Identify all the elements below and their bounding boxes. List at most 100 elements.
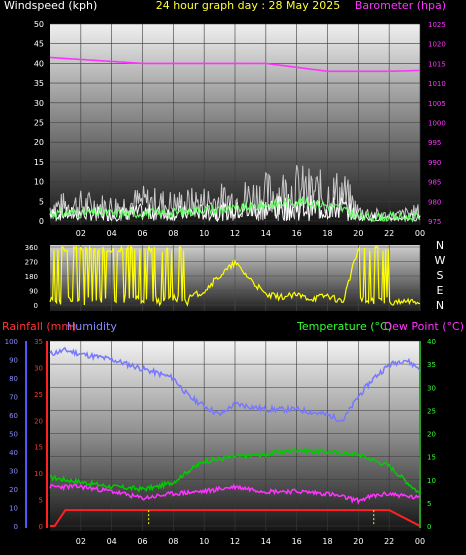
temperature-tick-label: 15 [427,454,436,462]
temperature-tick-label: 40 [427,338,436,346]
barometer-tick-label: 1010 [428,80,446,88]
temperature-axis-label: Temperature (°C) [296,320,392,333]
wind-average-line [49,197,421,223]
humidity-line [49,346,421,423]
chart-title: 24 hour graph day : 28 May 2025 [156,0,341,12]
humidity-tick-label: 20 [9,486,18,494]
rainfall-line [50,509,421,527]
humidity-tick-label: 0 [14,523,18,531]
compass-label: N [436,299,444,312]
compass-label: E [437,284,444,297]
hour-tick-label: 02 [76,537,86,546]
hour-tick-label: 08 [168,229,178,238]
barometer-tick-label: 1020 [428,41,446,49]
windspeed-tick-label: 50 [34,20,44,29]
dewpoint-line [49,483,421,505]
rainfall-tick-label: 15 [34,444,43,452]
humidity-tick-label: 60 [9,412,18,420]
compass-label: S [437,269,444,282]
windspeed-tick-label: 35 [34,79,44,88]
hour-tick-label: 22 [384,537,394,546]
temperature-tick-labels: 0 5 10 15 20 25 30 35 40 [427,338,436,531]
direction-tick-label: 0 [34,302,38,310]
windspeed-tick-labels: 0 5 10 15 20 25 30 35 40 45 50 [34,20,44,226]
barometer-tick-label: 1015 [428,60,446,68]
hour-tick-label: 02 [76,229,86,238]
temperature-tick-label: 0 [427,523,431,531]
hour-tick-label: 14 [261,229,271,238]
barometer-tick-label: 980 [428,198,441,206]
humidity-tick-label: 100 [5,338,18,346]
compass-label: W [435,254,446,267]
humidity-tick-label: 10 [9,505,18,513]
humidity-tick-labels: 0 10 20 30 40 50 60 70 80 90 100 [5,338,18,531]
hour-tick-label: 06 [137,537,147,546]
hour-tick-label: 22 [384,229,394,238]
windspeed-tick-label: 5 [39,197,44,206]
barometer-tick-labels: 975 980 985 990 995 1000 1005 1010 1015 1020 1025 [428,21,446,226]
temperature-tick-label: 25 [427,407,436,415]
rainfall-tick-labels: 0 5 10 15 20 25 30 35 [34,338,43,531]
barometer-tick-label: 1000 [428,120,446,128]
hour-tick-label: 04 [107,229,117,238]
temperature-tick-label: 5 [427,500,431,508]
rainfall-tick-label: 20 [34,417,43,425]
windspeed-tick-label: 30 [34,99,44,108]
temperature-tick-label: 30 [427,384,436,392]
wind-direction-series [49,244,421,307]
wind-pressure-series [49,56,421,223]
humidity-tick-label: 50 [9,431,18,439]
hour-tick-label: 12 [230,229,240,238]
rainfall-axis-label: Rainfall (mm) [2,320,76,333]
barometer-tick-label: 1025 [428,21,446,29]
hour-tick-label: 06 [137,229,147,238]
barometer-tick-label: 985 [428,179,441,187]
wind-direction-line [49,244,421,307]
barometer-tick-label: 975 [428,218,441,226]
barometer-tick-label: 990 [428,159,441,167]
humidity-axis-label: Humidity [67,320,117,333]
windspeed-tick-label: 10 [34,178,44,187]
windspeed-axis-label: Windspeed (kph) [4,0,97,12]
temperature-tick-label: 10 [427,477,436,485]
windspeed-tick-label: 15 [34,158,44,167]
wind-pressure-grid [50,23,421,225]
rainfall-tick-label: 5 [39,497,43,505]
hour-tick-label: 16 [292,229,302,238]
temp-humidity-series [49,346,421,527]
hour-tick-label: 18 [322,229,332,238]
rainfall-tick-label: 0 [39,523,43,531]
hour-tick-label: 20 [353,229,363,238]
wind-direction-tick-labels: 0 90 180 270 360 [25,244,38,310]
humidity-tick-label: 90 [9,357,18,365]
barometer-axis-label: Barometer (hpa) [355,0,446,12]
direction-tick-label: 360 [25,244,38,252]
barometer-line [49,56,420,73]
humidity-tick-label: 40 [9,449,18,457]
hour-tick-label: 14 [261,537,271,546]
humidity-tick-label: 70 [9,394,18,402]
windspeed-tick-label: 25 [34,119,44,128]
temperature-tick-label: 20 [427,431,436,439]
hour-tick-label: 00 [415,229,425,238]
rainfall-tick-label: 35 [34,338,43,346]
temperature-line [49,445,421,495]
compass-label: N [436,239,444,252]
windspeed-tick-label: 0 [39,217,44,226]
windspeed-tick-label: 45 [34,40,44,49]
direction-tick-label: 270 [25,259,38,267]
direction-tick-label: 90 [29,288,38,296]
rainfall-tick-label: 30 [34,364,43,372]
hour-tick-label: 12 [230,537,240,546]
hour-tick-label: 10 [199,537,209,546]
hour-tick-label: 18 [322,537,332,546]
rainfall-tick-label: 10 [34,470,43,478]
hour-tick-label: 08 [168,537,178,546]
direction-tick-label: 180 [25,273,38,281]
temp-hour-tick-labels: 02 04 06 08 10 12 14 16 18 20 22 00 [76,537,425,546]
wind-hour-tick-labels: 02 04 06 08 10 12 14 16 18 20 22 00 [76,229,425,238]
windspeed-tick-label: 20 [34,138,44,147]
temperature-tick-label: 35 [427,361,436,369]
hour-tick-label: 16 [292,537,302,546]
